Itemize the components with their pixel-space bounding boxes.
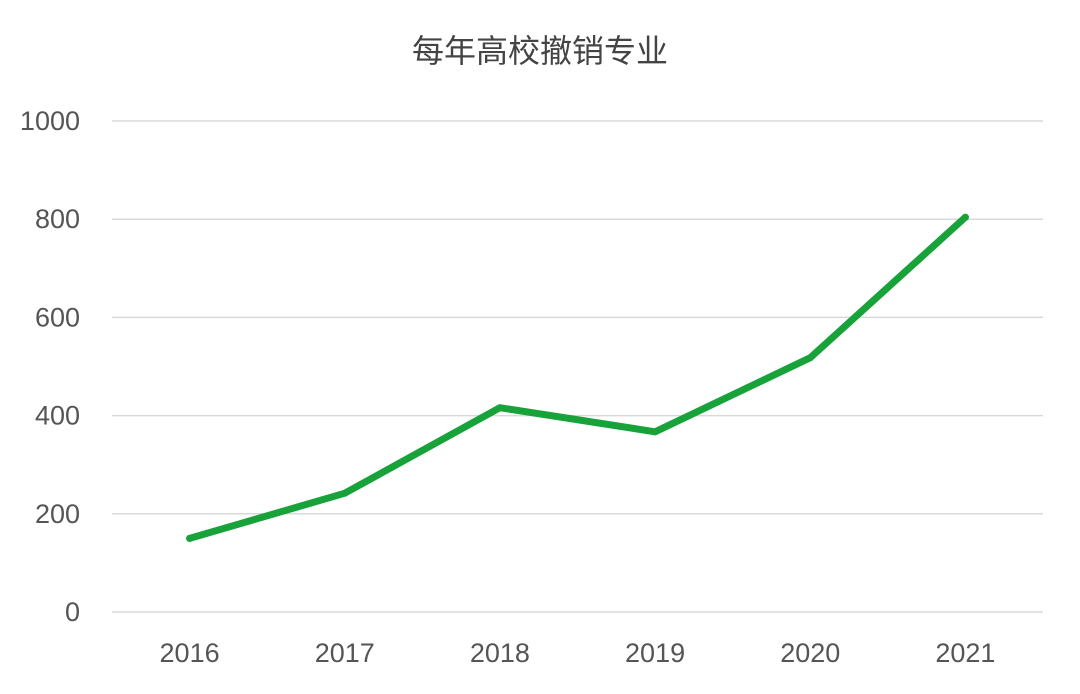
y-tick-label: 400 (35, 401, 80, 431)
data-point-2021 (961, 213, 969, 221)
gridlines (112, 120, 1043, 613)
y-tick-label: 800 (35, 204, 80, 234)
data-point-2018 (496, 404, 504, 412)
x-tick-label: 2017 (315, 638, 375, 668)
data-point-2017 (341, 489, 349, 497)
y-tick-label: 1000 (20, 106, 80, 136)
x-tick-label: 2019 (625, 638, 685, 668)
x-tick-label: 2018 (470, 638, 530, 668)
data-point-2016 (186, 534, 194, 542)
x-tick-label: 2020 (780, 638, 840, 668)
y-axis-tick-labels: 0 200 400 600 800 1000 (20, 106, 80, 627)
data-point-2019 (651, 428, 659, 436)
x-tick-label: 2021 (935, 638, 995, 668)
series-line (186, 213, 969, 542)
series-layer (186, 213, 969, 542)
data-point-2020 (806, 354, 814, 362)
y-tick-label: 600 (35, 302, 80, 332)
x-tick-label: 2016 (160, 638, 220, 668)
y-tick-label: 200 (35, 499, 80, 529)
y-tick-label: 0 (65, 597, 80, 627)
x-axis-tick-labels: 2016 2017 2018 2019 2020 2021 (160, 638, 996, 668)
chart-title: 每年高校撤销专业 (412, 32, 668, 70)
